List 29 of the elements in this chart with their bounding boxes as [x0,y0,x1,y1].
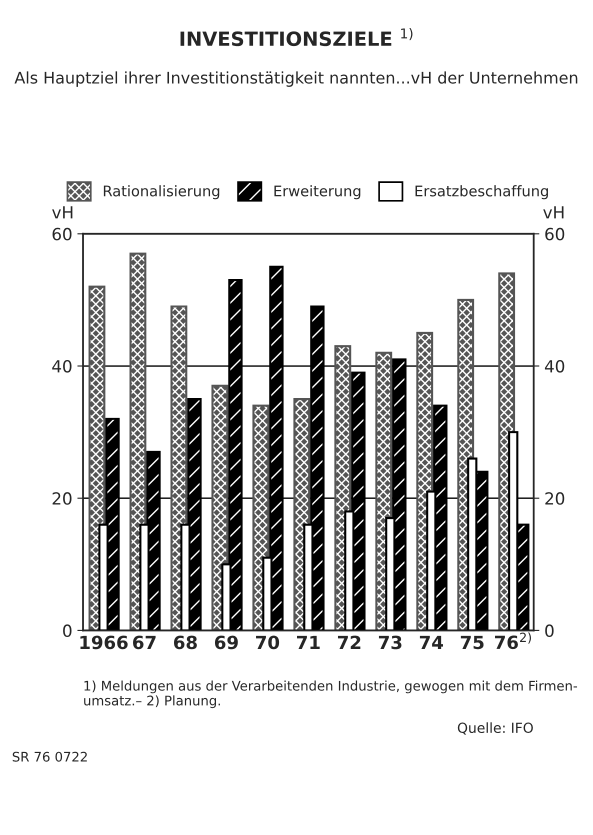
legend-label: Rationalisierung [104,185,220,200]
chart-subtitle: Als Hauptziel ihrer Investitionstätigkeit nannten...vH der Unternehmen [14,71,578,87]
legend-label: Ersatzbeschaffung [416,185,548,200]
x-tick-label: 1966 [80,636,128,650]
source-note: Quelle: IFO [458,722,533,735]
x-tick-label: 76$^{2)}$ [495,632,531,650]
y2-tick-label: 20 [545,492,564,505]
text: 1) Meldungen aus der Verarbeitenden Industrie, gewogen mit dem Firmen- umsatz.– 2) Planung. [84,680,578,708]
y2-axis-title: vH [543,206,564,218]
y-tick-label: 20 [52,492,72,505]
x-tick-label: 70 [256,636,280,650]
x-tick-label: 75 [460,636,484,650]
x-tick-label: 68 [174,636,197,650]
y2-tick-label: 0 [545,624,554,637]
x-tick-label: 71 [297,636,320,650]
y2-tick-label: 60 [545,228,564,240]
x-tick-label: 72 [338,636,360,650]
chart-title: INVESTITIONSZIELE $^{1)}$ [180,28,412,46]
y-tick-label: 0 [63,624,72,637]
text: SR 76 0722 [12,752,87,762]
y2-tick-label: 40 [544,360,564,373]
y-tick-label: 60 [52,228,72,240]
x-tick-label: 69 [214,636,238,650]
legend-label: Erweiterung [274,185,360,200]
y-axis-title: vH [52,206,72,218]
x-tick-label: 67 [133,636,156,650]
x-tick-label: 74 [420,636,444,650]
y-tick-label: 40 [52,360,72,373]
x-tick-label: 73 [378,636,402,650]
